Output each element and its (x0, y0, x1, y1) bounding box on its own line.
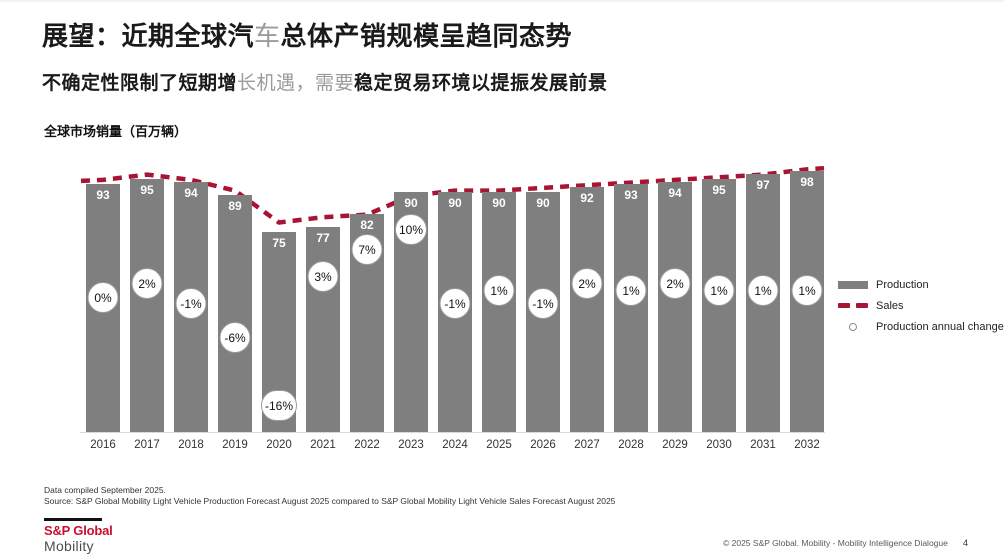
bar-value-label: 98 (800, 175, 814, 189)
annual-change-bubble-2020: -16% (260, 390, 298, 421)
annual-change-bubble-2024: -1% (439, 288, 471, 319)
bar-value-label: 93 (624, 188, 638, 202)
bar-value-label: 95 (140, 183, 154, 197)
annual-change-bubble-2028: 1% (615, 275, 647, 306)
copyright-text: © 2025 S&P Global. Mobility - Mobility I… (723, 538, 948, 548)
bar-value-label: 97 (756, 178, 770, 192)
legend-item-annual-change: Production annual change (838, 316, 1004, 337)
legend-label: Sales (876, 299, 904, 312)
x-axis-label-2026: 2026 (530, 439, 556, 451)
logo-division-text: Mobility (44, 538, 94, 554)
subtitle-segment: 不确定性限制了短期增 (42, 73, 238, 94)
annual-change-bubble-2018: -1% (175, 288, 207, 319)
x-axis-label-2030: 2030 (706, 439, 732, 451)
annual-change-circle-icon (838, 322, 868, 331)
sales-line (80, 166, 825, 225)
title-segment: 展望：近期全球汽 (42, 21, 255, 51)
production-bar-2019: 89 (218, 195, 252, 432)
page-title: 展望：近期全球汽车总体产销规模呈趋同态势 (42, 16, 572, 53)
annual-change-bubble-2029: 2% (659, 268, 691, 299)
x-axis-label-2019: 2019 (222, 439, 248, 451)
production-bar-2027: 92 (570, 187, 604, 432)
bar-value-label: 94 (184, 186, 198, 200)
title-segment: 车 (254, 21, 281, 51)
bar-value-label: 90 (404, 196, 418, 210)
footnote-source: Source: S&P Global Mobility Light Vehicl… (44, 496, 616, 506)
annual-change-bubble-2016: 0% (87, 282, 119, 313)
bar-value-label: 82 (360, 218, 374, 232)
x-axis-label-2025: 2025 (486, 439, 512, 451)
x-axis-label-2024: 2024 (442, 439, 468, 451)
bar-value-label: 90 (448, 196, 462, 210)
bar-value-label: 90 (536, 196, 550, 210)
annual-change-bubble-2031: 1% (747, 275, 779, 306)
bar-value-label: 90 (492, 196, 506, 210)
annual-change-bubble-2030: 1% (703, 275, 735, 306)
x-axis-label-2023: 2023 (398, 439, 424, 451)
production-bar-2025: 90 (482, 192, 516, 432)
annual-change-bubble-2026: -1% (527, 288, 559, 319)
annual-change-bubble-2019: -6% (219, 322, 251, 353)
x-axis-label-2016: 2016 (90, 439, 116, 451)
annual-change-bubble-2023: 10% (394, 214, 428, 245)
x-axis-label-2032: 2032 (794, 439, 820, 451)
annual-change-bubble-2017: 2% (131, 268, 163, 299)
chart-plot-area: 93 0% 95 2% 94 -1% 89 -6% 75 -16% 77 3% 82 7% 90 10% 90 -… (80, 157, 825, 433)
x-axis-label-2021: 2021 (310, 439, 336, 451)
production-bar-2017: 95 (130, 179, 164, 432)
logo-rule (44, 518, 102, 521)
title-segment: 总体产销规模呈趋同态势 (280, 21, 573, 51)
legend-label: Production (876, 278, 929, 291)
bar-value-label: 93 (96, 188, 110, 202)
annual-change-bubble-2032: 1% (791, 275, 823, 306)
chart-legend: Production Sales Production annual chang… (838, 274, 1004, 337)
x-axis-label-2017: 2017 (134, 439, 160, 451)
annual-change-bubble-2025: 1% (483, 275, 515, 306)
chart-title: 全球市场销量（百万辆） (44, 124, 188, 139)
page-number: 4 (962, 538, 968, 548)
bar-value-label: 94 (668, 186, 682, 200)
subtitle-segment: 稳定贸易环境以提振发展前景 (354, 73, 608, 94)
bar-value-label: 92 (580, 191, 594, 205)
x-axis-label-2027: 2027 (574, 439, 600, 451)
sales-dash-icon (838, 303, 868, 308)
sp-global-logo: S&P Global Mobility (44, 518, 113, 554)
footnote-data-compiled: Data compiled September 2025. (44, 485, 166, 495)
bar-value-label: 95 (712, 183, 726, 197)
x-axis-label-2028: 2028 (618, 439, 644, 451)
production-bar-2029: 94 (658, 182, 692, 432)
production-swatch-icon (838, 280, 868, 289)
x-axis-label-2018: 2018 (178, 439, 204, 451)
bar-value-label: 75 (272, 236, 286, 250)
x-axis-labels: 2016 2017 2018 2019 2020 2021 2022 2023 2024 2025… (80, 439, 825, 455)
legend-label: Production annual change (876, 320, 1004, 333)
bar-value-label: 89 (228, 199, 242, 213)
annual-change-bubble-2027: 2% (571, 268, 603, 299)
x-axis-label-2029: 2029 (662, 439, 688, 451)
production-bar-2028: 93 (614, 184, 648, 432)
subtitle-segment: 长机遇，需要 (237, 73, 355, 94)
x-axis-label-2031: 2031 (750, 439, 776, 451)
annual-change-bubble-2021: 3% (307, 261, 339, 292)
legend-item-production: Production (838, 274, 1004, 295)
production-bar-2021: 77 (306, 227, 340, 432)
annual-change-bubble-2022: 7% (351, 234, 383, 265)
page-subtitle: 不确定性限制了短期增长机遇，需要稳定贸易环境以提振发展前景 (42, 68, 608, 95)
bar-value-label: 77 (316, 231, 330, 245)
x-axis-label-2020: 2020 (266, 439, 292, 451)
x-axis-label-2022: 2022 (354, 439, 380, 451)
legend-item-sales: Sales (838, 295, 1004, 316)
logo-brand-text: S&P Global (44, 523, 113, 538)
